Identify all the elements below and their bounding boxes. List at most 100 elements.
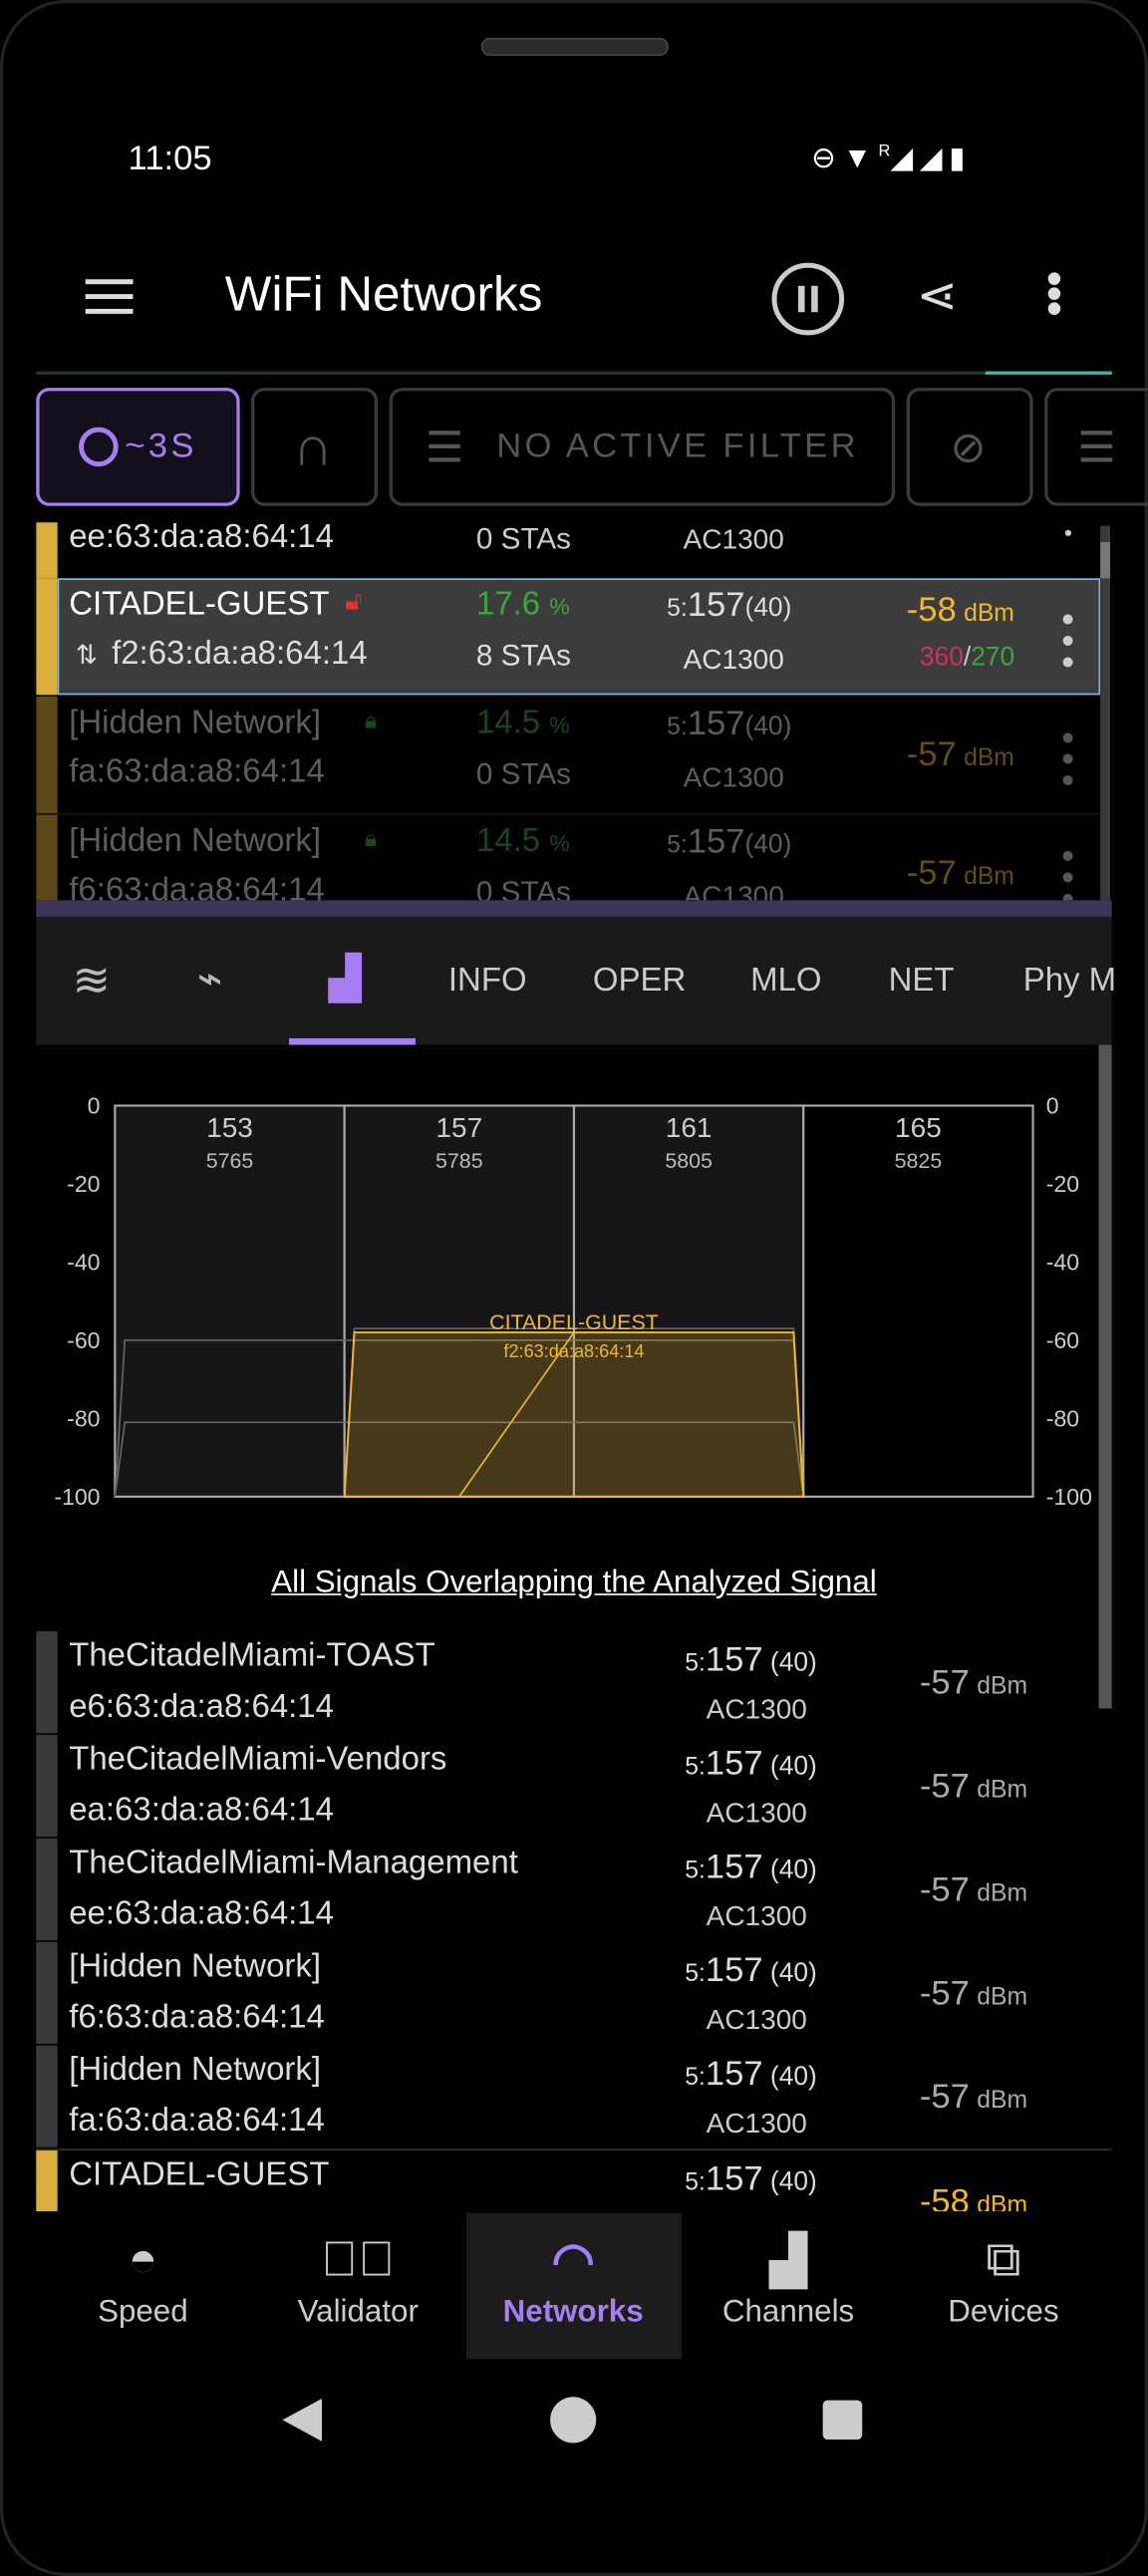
channel-number: 165 xyxy=(895,1112,942,1143)
standard: AC1300 xyxy=(683,644,784,676)
quality: 14.5 xyxy=(475,822,541,860)
signal-unit: dBm xyxy=(977,1878,1028,1908)
split-handle[interactable] xyxy=(36,900,1112,917)
filter-button[interactable]: ☰ NO ACTIVE FILTER xyxy=(389,388,896,506)
home-button[interactable] xyxy=(550,2397,597,2443)
channel-number: 161 xyxy=(666,1112,713,1143)
signal-icon: ◢◢ xyxy=(890,141,950,174)
roaming-indicator: R xyxy=(878,143,891,161)
more-icon[interactable]: ● ● ● xyxy=(1060,604,1075,674)
nav-validator[interactable]: ✓⃝ Validator xyxy=(251,2213,464,2360)
tab-oper[interactable]: OPER xyxy=(592,963,687,1000)
signal: -57 xyxy=(919,1870,970,1909)
channel-column xyxy=(572,1104,805,1498)
more-icon[interactable]: • xyxy=(1063,522,1072,546)
page-title: WiFi Networks xyxy=(224,267,543,323)
signal: -57 xyxy=(906,735,957,774)
list-scrollbar[interactable] xyxy=(1100,525,1111,901)
band: 5: xyxy=(685,1753,706,1782)
channel-width: (40) xyxy=(762,1856,817,1884)
nav-channels[interactable]: ▟ Channels xyxy=(682,2213,895,2360)
back-button[interactable] xyxy=(282,2398,323,2441)
station-count: 0 STAs xyxy=(475,522,571,556)
ssid: [Hidden Network] xyxy=(69,705,322,741)
bssid: f6:63:da:a8:64:14 xyxy=(69,872,325,901)
channel: 157 xyxy=(705,1640,763,1679)
tab-graph[interactable]: ≋ xyxy=(73,953,112,1006)
overlap-row[interactable]: [Hidden Network] f6:63:da:a8:64:14 5:157… xyxy=(36,1941,1111,2044)
tab-net[interactable]: NET xyxy=(888,963,955,1000)
overlap-row[interactable]: [Hidden Network] fa:63:da:a8:64:14 5:157… xyxy=(36,2045,1111,2147)
overlap-row[interactable]: TheCitadelMiami-Vendors ea:63:da:a8:64:1… xyxy=(36,1734,1111,1838)
signal-unit: dBm xyxy=(977,2086,1028,2115)
refresh-interval-button[interactable]: ~3S xyxy=(36,388,240,506)
channel-frequency: 5785 xyxy=(435,1149,483,1173)
network-row[interactable]: [Hidden Network] 🔒︎ f6:63:da:a8:64:14 14… xyxy=(36,814,1100,901)
tab-info[interactable]: INFO xyxy=(447,963,527,1000)
signal-shape-button[interactable]: ∩ xyxy=(251,388,379,506)
network-row[interactable]: [Hidden Network] 🔒︎ fa:63:da:a8:64:14 14… xyxy=(36,697,1101,815)
pause-button[interactable] xyxy=(771,262,845,336)
pulse-icon: ⌁ xyxy=(196,953,223,1002)
lock-icon: 🔒︎ xyxy=(364,706,378,733)
band: 5: xyxy=(685,1649,706,1678)
menu-icon[interactable] xyxy=(85,279,134,324)
ssid: TheCitadelMiami-TOAST xyxy=(69,1637,435,1674)
signal: -58 xyxy=(906,591,957,630)
share-icon[interactable]: ⋖ xyxy=(916,269,959,324)
lock-icon: 🔒︎ xyxy=(364,824,378,851)
quality-unit: % xyxy=(549,593,570,620)
bell-curve-icon: ∩ xyxy=(292,415,337,477)
tab-channel-graph[interactable]: ▟ xyxy=(329,953,362,1003)
network-row[interactable]: ee:63:da:a8:64:14 0 STAs AC1300 • xyxy=(36,522,1100,579)
speedometer-icon: ◓ xyxy=(128,2232,158,2287)
station-count: 0 STAs xyxy=(475,875,571,901)
signal-unit: dBm xyxy=(977,1982,1028,2011)
overlap-row[interactable]: TheCitadelMiami-Management ee:63:da:a8:6… xyxy=(36,1838,1111,1940)
nav-networks[interactable]: ◠ Networks xyxy=(466,2213,680,2360)
y-tick-left: -40 xyxy=(67,1250,100,1276)
tab-mlo[interactable]: MLO xyxy=(750,963,822,1000)
row-marker xyxy=(36,1941,58,2044)
band: 5: xyxy=(685,2168,706,2197)
bssid: ea:63:da:a8:64:14 xyxy=(69,1792,334,1829)
sort-button[interactable]: ☰ xyxy=(1044,388,1148,506)
quality-unit: % xyxy=(549,711,570,738)
graph-icon: ≋ xyxy=(72,954,112,1005)
more-icon[interactable]: ● ● ● xyxy=(1060,841,1075,901)
divider xyxy=(36,371,1112,375)
speaker-grille xyxy=(480,37,669,57)
overlap-row[interactable]: CITADEL-GUEST 5:157 (40) -58 dBm xyxy=(36,2148,1112,2212)
detail-scrollbar[interactable] xyxy=(1098,1044,1112,1709)
band: 5: xyxy=(685,1856,706,1884)
nav-speed[interactable]: ◓ Speed xyxy=(36,2213,249,2360)
recents-button[interactable] xyxy=(822,2400,863,2440)
network-row-selected[interactable]: CITADEL-GUEST 🔓︎ ⇅ f2:63:da:a8:64:14 17.… xyxy=(36,578,1101,696)
tab-phy[interactable]: Phy M xyxy=(1022,963,1117,1000)
y-tick-right: 0 xyxy=(1046,1093,1059,1119)
standard: AC1300 xyxy=(706,1693,807,1726)
overlap-row[interactable]: TheCitadelMiami-TOAST e6:63:da:a8:64:14 … xyxy=(36,1631,1111,1734)
nav-devices[interactable]: ⧉ Devices xyxy=(897,2213,1110,2360)
channel-width: (40) xyxy=(762,1649,817,1678)
signal-unit: dBm xyxy=(977,1776,1028,1805)
bssid: f2:63:da:a8:64:14 xyxy=(112,636,368,673)
y-tick-right: -40 xyxy=(1046,1250,1079,1276)
refresh-interval-label: ~3S xyxy=(125,427,197,465)
channel-frequency: 5805 xyxy=(665,1149,713,1173)
tab-pulse[interactable]: ⌁ xyxy=(197,953,223,1003)
more-options-icon[interactable]: • • • xyxy=(1045,252,1063,334)
channel-chart: 153 5765 157 5785 161 5805 165 5825 0 0 -20 -20 -40 -… xyxy=(0,1051,1148,1528)
channel: 157 xyxy=(687,586,745,625)
wifi-icon: ◠ xyxy=(551,2234,595,2289)
channel: 157 xyxy=(705,2159,763,2198)
unlocked-icon: 🔓︎ xyxy=(345,588,363,617)
clear-filter-button[interactable]: ⊘ xyxy=(906,388,1033,506)
overlap-list: TheCitadelMiami-TOAST e6:63:da:a8:64:14 … xyxy=(0,1631,1148,2212)
channel-column xyxy=(802,1104,1034,1498)
bssid: f6:63:da:a8:64:14 xyxy=(69,1999,325,2036)
signal-center-line xyxy=(458,1331,575,1498)
quality: 17.6 xyxy=(475,586,541,623)
more-icon[interactable]: ● ● ● xyxy=(1060,722,1075,792)
channel-width: (40) xyxy=(762,1753,817,1782)
